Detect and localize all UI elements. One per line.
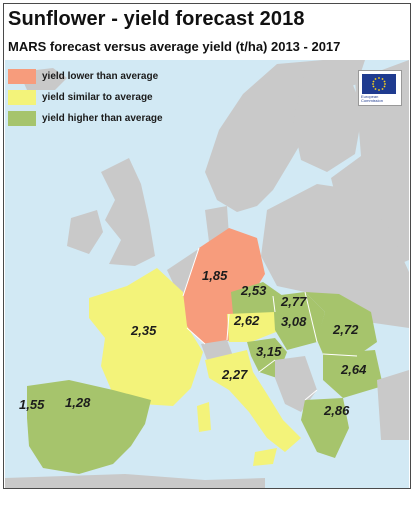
legend-item-higher: yield higher than average [8, 108, 163, 128]
region-greece [301, 398, 349, 458]
region-balkans [275, 356, 317, 412]
european-commission-logo: European Commission [358, 70, 402, 106]
region-romania [305, 292, 377, 356]
legend-item-lower: yield lower than average [8, 66, 163, 86]
region-iberia [27, 380, 151, 474]
yield-value-greece: 2,86 [324, 403, 350, 418]
legend-swatch-similar [8, 89, 36, 105]
europe-map [5, 60, 409, 488]
region-north-africa [5, 474, 265, 488]
yield-value-romania: 2,72 [333, 322, 359, 337]
yield-value-austria: 2,62 [234, 313, 260, 328]
logo-text: European Commission [361, 94, 384, 103]
bottom-bar [3, 488, 411, 503]
map-subtitle: MARS forecast versus average yield (t/ha… [8, 39, 341, 54]
region-ireland [67, 210, 103, 254]
yield-value-croatia: 3,15 [256, 344, 282, 359]
region-sardinia [197, 402, 211, 432]
region-austria [227, 312, 281, 342]
yield-value-hungary: 3,08 [281, 314, 307, 329]
yield-value-slovakia: 2,77 [281, 294, 307, 309]
country-borders [182, 247, 358, 401]
yield-value-germany: 1,85 [202, 268, 228, 283]
legend-swatch-lower [8, 68, 36, 84]
map-title: Sunflower - yield forecast 2018 [8, 8, 305, 30]
region-france [89, 268, 203, 406]
region-italy [205, 350, 301, 452]
legend-label-lower: yield lower than average [42, 70, 159, 82]
yield-value-france: 2,35 [131, 323, 157, 338]
region-great-britain [101, 158, 155, 266]
region-finland [293, 70, 363, 172]
legend-item-similar: yield similar to average [8, 87, 163, 107]
region-central-east [261, 184, 409, 328]
legend-label-similar: yield similar to average [42, 91, 153, 103]
legend-swatch-higher [8, 110, 36, 126]
eu-flag-icon [362, 74, 396, 94]
region-switzerland [201, 340, 233, 360]
yield-value-portugal: 1,55 [19, 397, 45, 412]
map-svg [5, 60, 409, 488]
legend-label-higher: yield higher than average [42, 112, 163, 124]
region-turkey [377, 370, 409, 440]
region-czechia [231, 282, 283, 322]
yield-value-bulgaria: 2,64 [341, 362, 367, 377]
yield-value-czechia: 2,53 [241, 283, 267, 298]
region-bulgaria [323, 350, 383, 398]
region-hungary [273, 292, 325, 350]
yield-value-spain: 1,28 [65, 395, 91, 410]
region-sicily [253, 448, 277, 466]
yield-value-italy: 2,27 [222, 367, 248, 382]
legend: yield lower than average yield similar t… [8, 66, 163, 129]
